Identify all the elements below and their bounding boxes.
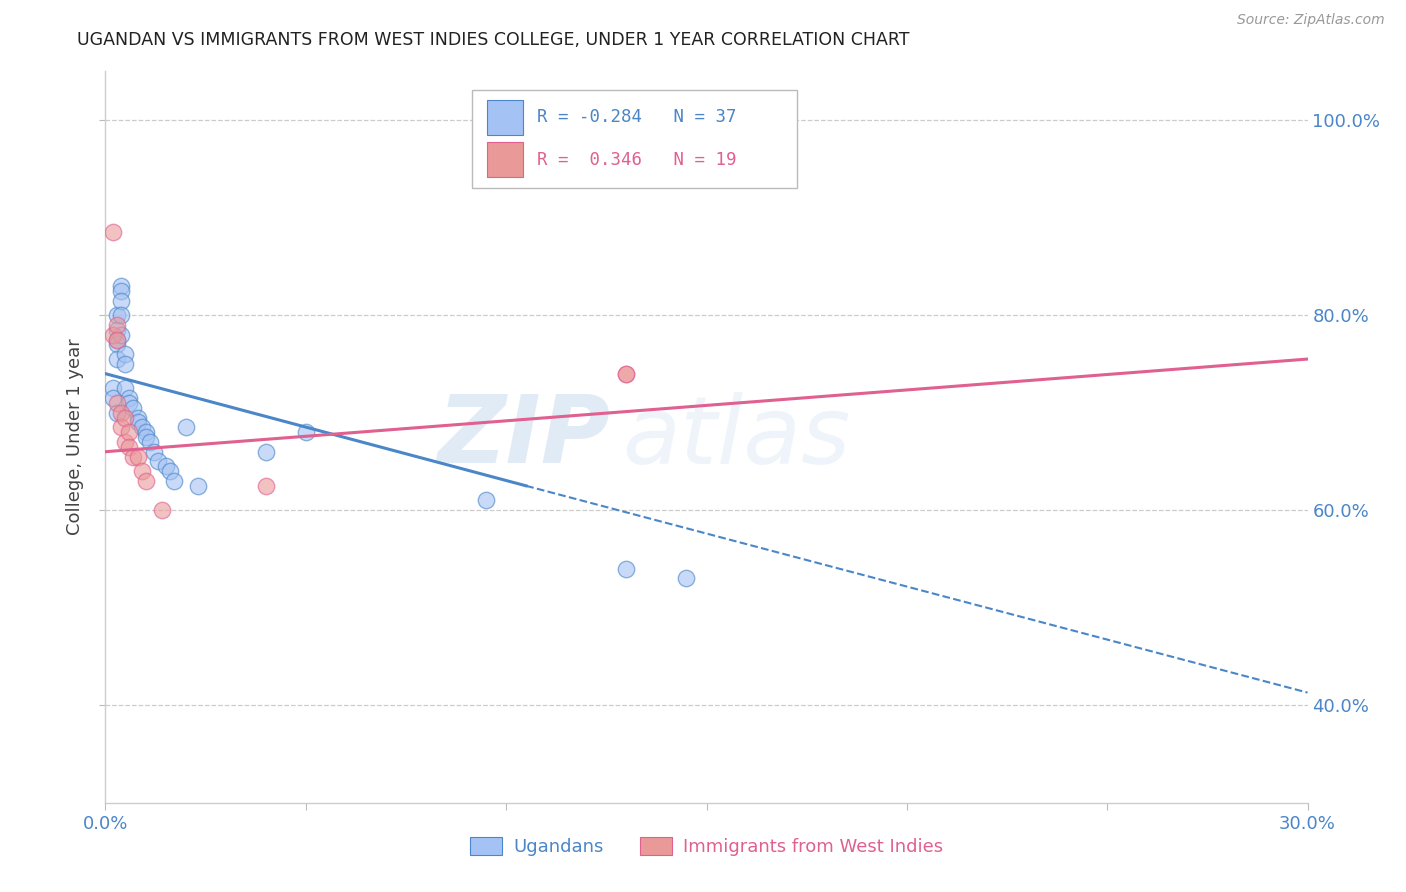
Y-axis label: College, Under 1 year: College, Under 1 year: [66, 339, 84, 535]
Point: [110, 279, 132, 293]
Point: [114, 434, 136, 449]
Point: [118, 391, 141, 405]
Point: [150, 503, 173, 517]
Point: [127, 416, 149, 430]
Point: [138, 434, 160, 449]
Point: [616, 367, 638, 381]
Point: [110, 327, 132, 342]
Point: [162, 474, 184, 488]
Point: [187, 479, 209, 493]
Text: R = -0.284   N = 37: R = -0.284 N = 37: [537, 109, 737, 127]
Text: ZIP: ZIP: [437, 391, 610, 483]
Point: [135, 430, 157, 444]
Point: [146, 454, 169, 468]
Point: [118, 425, 141, 440]
Point: [122, 401, 145, 415]
Point: [107, 333, 129, 347]
Point: [110, 284, 132, 298]
Text: atlas: atlas: [623, 392, 851, 483]
Bar: [486, 100, 523, 135]
Point: [127, 410, 149, 425]
Point: [103, 391, 125, 405]
Point: [110, 420, 132, 434]
Point: [107, 352, 129, 367]
Point: [110, 293, 132, 308]
Point: [155, 459, 177, 474]
Bar: [486, 143, 523, 178]
Point: [131, 464, 153, 478]
Point: [174, 420, 197, 434]
Point: [135, 474, 157, 488]
Point: [142, 444, 165, 458]
Point: [118, 396, 141, 410]
Point: [295, 425, 318, 440]
Point: [475, 493, 498, 508]
Point: [103, 327, 125, 342]
Point: [675, 572, 697, 586]
Point: [118, 440, 141, 454]
Point: [114, 410, 136, 425]
Point: [114, 347, 136, 361]
Point: [131, 420, 153, 434]
Point: [114, 357, 136, 371]
Point: [107, 323, 129, 337]
Point: [616, 562, 638, 576]
Point: [107, 333, 129, 347]
Point: [110, 308, 132, 322]
Point: [254, 479, 277, 493]
Point: [254, 444, 277, 458]
Point: [122, 450, 145, 464]
Point: [159, 464, 181, 478]
FancyBboxPatch shape: [472, 90, 797, 188]
Point: [110, 406, 132, 420]
Point: [127, 450, 149, 464]
Legend: Ugandans, Immigrants from West Indies: Ugandans, Immigrants from West Indies: [463, 830, 950, 863]
Point: [107, 396, 129, 410]
Text: R =  0.346   N = 19: R = 0.346 N = 19: [537, 151, 737, 169]
Point: [103, 381, 125, 395]
Point: [107, 406, 129, 420]
Point: [107, 337, 129, 351]
Text: Source: ZipAtlas.com: Source: ZipAtlas.com: [1237, 13, 1385, 28]
Point: [114, 381, 136, 395]
Point: [103, 225, 125, 239]
Point: [107, 308, 129, 322]
Point: [135, 425, 157, 440]
Text: UGANDAN VS IMMIGRANTS FROM WEST INDIES COLLEGE, UNDER 1 YEAR CORRELATION CHART: UGANDAN VS IMMIGRANTS FROM WEST INDIES C…: [77, 31, 910, 49]
Point: [616, 367, 638, 381]
Point: [107, 318, 129, 332]
